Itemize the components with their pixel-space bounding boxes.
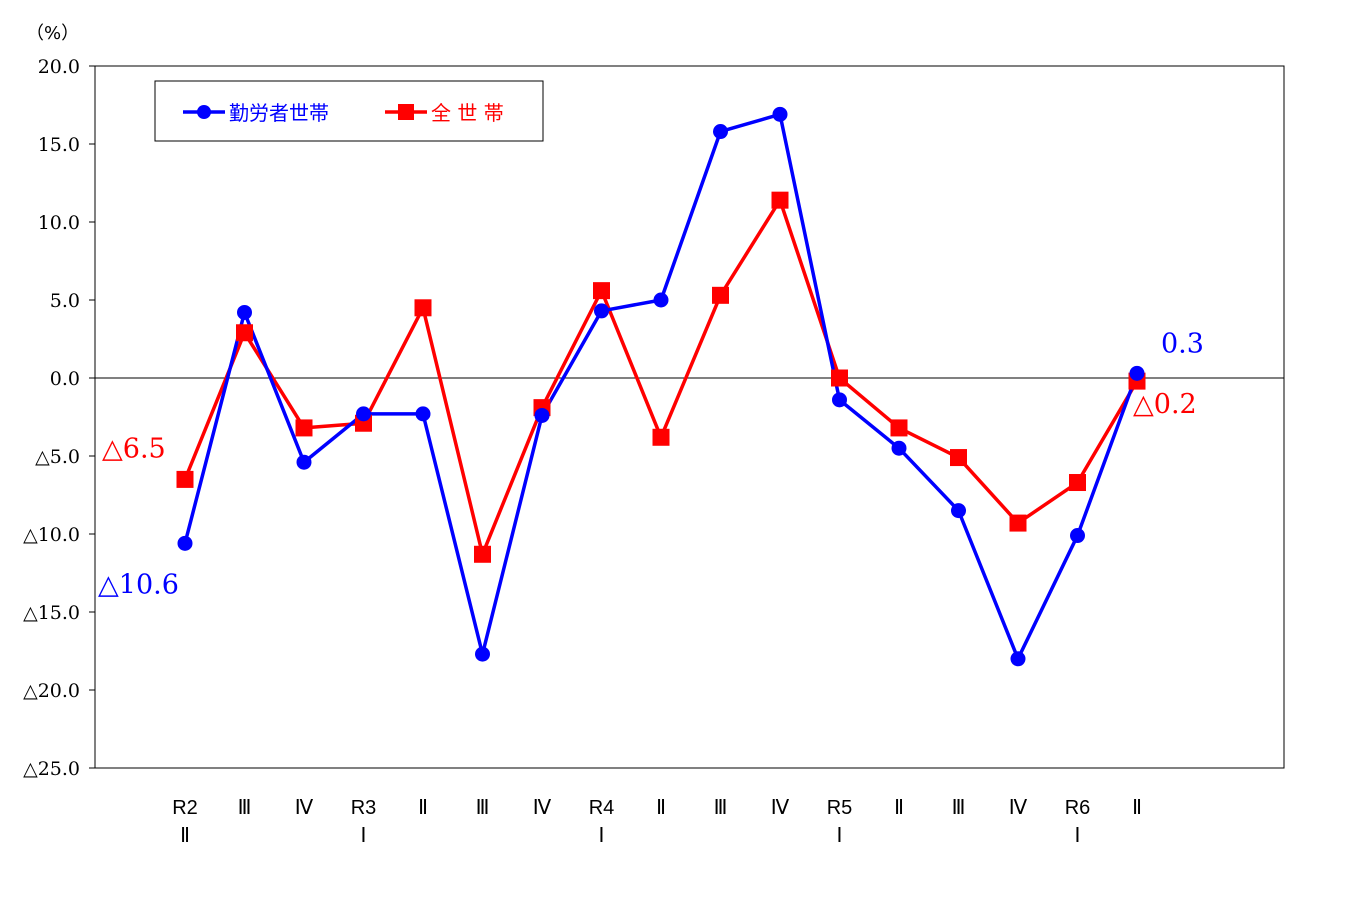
data-point-workers (1010, 651, 1026, 667)
data-point-all (414, 299, 432, 317)
data-point-workers (832, 392, 847, 408)
x-tick-label: Ⅱ (180, 825, 190, 847)
x-tick-label: Ⅲ (476, 797, 490, 819)
data-point-all (295, 419, 313, 437)
y-tick-label: △5.0 (35, 446, 80, 468)
data-point-all (831, 369, 848, 387)
data-point-all (593, 282, 610, 300)
x-tick-label: R2 (172, 797, 198, 819)
data-point-workers (594, 303, 609, 319)
data-label: △10.6 (98, 569, 179, 600)
data-point-workers (951, 503, 966, 519)
data-label: △0.2 (1133, 389, 1197, 420)
x-tick-label: Ⅳ (1009, 797, 1028, 819)
data-point-workers (237, 304, 252, 320)
series-layer (176, 106, 1146, 667)
x-tick-label: Ⅲ (238, 797, 252, 819)
data-point-all (771, 191, 789, 209)
y-axis: 20.0 15.0 10.0 5.0 0.0 △5.0 △10.0 △15.0 △20.0 △25… (23, 56, 95, 780)
annotations: △6.5 △10.6 0.3 △0.2 (98, 328, 1204, 600)
y-tick-label: 15.0 (38, 134, 80, 156)
y-tick-label: △15.0 (23, 602, 80, 624)
x-tick-label: Ⅳ (295, 797, 314, 819)
data-point-all (474, 545, 491, 563)
legend-label-all: 全 世 帯 (431, 101, 504, 125)
x-tick-label: Ⅱ (894, 797, 904, 819)
data-point-workers (534, 407, 550, 423)
x-tick-label: R5 (827, 797, 853, 819)
data-point-all (712, 286, 729, 304)
x-tick-label: Ⅳ (771, 797, 790, 819)
data-point-workers (653, 292, 669, 308)
x-tick-label: Ⅰ (1075, 825, 1081, 847)
x-tick-label: Ⅱ (418, 797, 428, 819)
data-point-workers (713, 124, 728, 140)
data-point-all (1069, 474, 1086, 492)
x-tick-label: Ⅱ (656, 797, 666, 819)
data-point-workers (296, 454, 312, 470)
data-point-all (1009, 514, 1027, 532)
plot-area (94, 65, 1285, 769)
x-tick-label: Ⅰ (599, 825, 605, 847)
x-tick-label: Ⅰ (361, 825, 367, 847)
legend-label-workers: 勤労者世帯 (229, 101, 329, 125)
data-point-workers (475, 646, 490, 662)
data-point-workers (1129, 365, 1145, 381)
data-point-workers (1070, 528, 1085, 544)
x-tick-label: R6 (1065, 797, 1091, 819)
x-tick-label: Ⅲ (952, 797, 966, 819)
data-label: 0.3 (1161, 328, 1204, 359)
x-tick-label: Ⅲ (714, 797, 728, 819)
legend-square-marker (398, 104, 414, 120)
series-line-workers (183, 112, 1139, 661)
x-axis: R2 Ⅱ Ⅲ Ⅳ R3 Ⅰ Ⅱ Ⅲ Ⅳ R4 Ⅰ Ⅱ Ⅲ Ⅳ R5 Ⅰ Ⅱ Ⅲ Ⅳ R6 Ⅰ Ⅱ (172, 797, 1142, 847)
y-tick-label: △10.0 (23, 524, 80, 546)
y-tick-label: 5.0 (50, 290, 80, 312)
y-tick-label: 10.0 (38, 212, 80, 234)
data-point-all (176, 470, 194, 488)
x-tick-label: R4 (589, 797, 615, 819)
data-point-workers (356, 406, 371, 422)
y-tick-label: 0.0 (50, 368, 80, 390)
data-point-workers (415, 406, 431, 422)
y-tick-label: △20.0 (23, 680, 80, 702)
data-point-all (890, 419, 908, 437)
data-point-all (950, 449, 967, 467)
x-tick-label: Ⅱ (1132, 797, 1142, 819)
data-point-workers (177, 535, 193, 551)
y-tick-label: △25.0 (23, 758, 80, 780)
legend: 勤労者世帯 全 世 帯 (154, 80, 544, 142)
data-point-all (652, 428, 670, 446)
legend-circle-marker (197, 105, 211, 119)
data-label: △6.5 (102, 433, 166, 464)
data-point-workers (772, 106, 788, 122)
x-tick-label: Ⅳ (533, 797, 552, 819)
y-unit-label: （%） (26, 23, 79, 44)
series-line-all (183, 198, 1139, 557)
data-point-workers (891, 440, 907, 456)
data-point-all (236, 324, 253, 342)
x-tick-label: R3 (351, 797, 377, 819)
x-tick-label: Ⅰ (837, 825, 843, 847)
y-tick-label: 20.0 (38, 56, 80, 78)
